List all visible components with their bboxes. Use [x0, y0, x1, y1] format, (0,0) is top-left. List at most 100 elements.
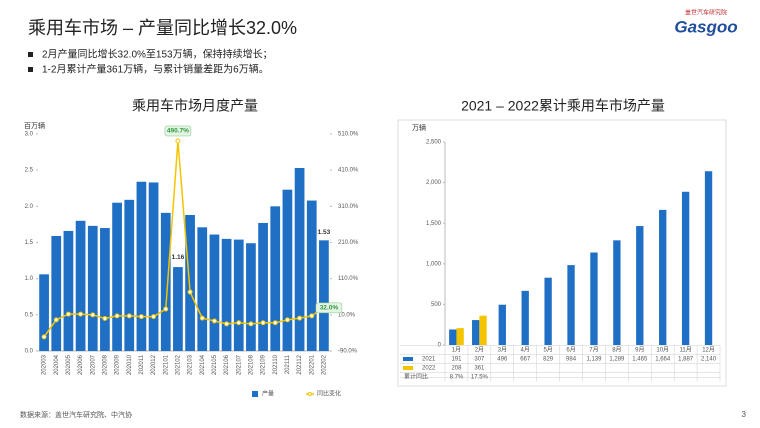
table-cell: 667	[520, 357, 531, 363]
bar	[233, 239, 244, 351]
line-marker	[272, 320, 278, 326]
bar	[87, 225, 98, 351]
bar	[613, 240, 621, 345]
bar	[173, 267, 183, 351]
bullet	[28, 52, 33, 57]
bar	[449, 329, 457, 345]
bar	[51, 235, 62, 351]
y2-tick-label: -90.0%	[338, 349, 358, 355]
logo-sub: 盖世汽车研究院	[685, 9, 727, 17]
x-tick-label: 202101	[163, 354, 169, 375]
legend-swatch	[403, 357, 413, 361]
x-tick-label: 202106	[224, 354, 230, 375]
table-cell: 1,664	[655, 357, 671, 363]
x-tick-label: 202107	[236, 354, 242, 375]
table-cell: 1,465	[632, 357, 648, 363]
x-tick-label: 202102	[175, 354, 181, 375]
legend-label: 2021	[422, 357, 436, 363]
line-marker	[248, 321, 254, 327]
x-tick-label: 202007	[90, 354, 96, 375]
bar	[456, 328, 464, 345]
bar	[148, 182, 159, 351]
x-tick-label: 4月	[521, 347, 530, 354]
line	[43, 140, 325, 338]
table-cell: 1,887	[678, 357, 694, 363]
page-number: 3	[742, 410, 747, 419]
x-tick-label: 202111	[285, 354, 291, 374]
table-cell: 8.7%	[450, 375, 464, 381]
line-marker	[163, 306, 169, 312]
line-marker	[297, 315, 303, 321]
bar	[498, 304, 506, 345]
x-tick-label: 202004	[54, 354, 60, 375]
legend-swatch	[252, 391, 258, 397]
y-axis-label: 万辆	[412, 123, 426, 132]
line-marker	[199, 315, 205, 321]
x-tick-label: 202109	[261, 354, 267, 375]
bar	[160, 212, 171, 351]
line-marker	[175, 138, 181, 144]
bar	[306, 200, 317, 351]
y-tick-label: 2,500	[426, 140, 442, 146]
legend-label: 产量	[262, 390, 274, 398]
y-axis-label: 百万辆	[24, 121, 45, 130]
data-label: 1.53	[318, 229, 331, 236]
y-tick-label: 500	[431, 302, 442, 308]
bar	[659, 209, 667, 345]
table-cell: 1,289	[609, 357, 625, 363]
x-tick-label: 11月	[680, 347, 692, 354]
table-cell: 496	[497, 357, 508, 363]
y-tick-label: 2.0	[25, 204, 34, 210]
table-cell: 361	[474, 366, 485, 372]
bullet	[28, 67, 33, 72]
bar	[479, 315, 487, 345]
line-marker	[90, 312, 96, 318]
logo: Gasgoo	[674, 17, 737, 36]
legend-label: 同比变化	[317, 390, 341, 398]
table-cell: 984	[566, 357, 577, 363]
bar	[63, 230, 74, 351]
legend-swatch	[308, 392, 312, 396]
bullet-text: 1-2月累计产量361万辆，与累计销量差距为6万辆。	[42, 63, 269, 76]
bar	[112, 202, 122, 351]
chart-frame	[397, 119, 727, 387]
y-tick-label: 3.0	[25, 132, 34, 138]
bar	[636, 226, 644, 345]
line-marker	[260, 320, 266, 326]
table-cell: 307	[474, 357, 485, 363]
label-box	[315, 302, 343, 314]
y2-tick-label: 310.0%	[338, 204, 359, 210]
data-label: 32.0%	[320, 305, 339, 312]
bar	[294, 167, 305, 351]
bar	[704, 171, 713, 345]
x-tick-label: 202005	[66, 354, 72, 375]
slide-title: 乘用车市场 – 产量同比增长32.0%	[28, 18, 297, 38]
x-tick-label: 202112	[297, 354, 303, 374]
line-marker	[53, 317, 59, 323]
line-marker	[309, 313, 315, 319]
bar	[100, 228, 110, 351]
x-tick-label: 6月	[566, 347, 575, 354]
x-tick-label: 3月	[498, 347, 507, 354]
bar	[39, 274, 49, 351]
legend-label: 2022	[422, 366, 436, 372]
bar	[521, 290, 529, 345]
source: 数据来源：盖世汽车研究院、中汽协	[20, 410, 132, 419]
y2-tick-label: 10.0%	[338, 312, 356, 318]
x-tick-label: 12月	[702, 347, 715, 354]
x-tick-label: 1月	[452, 347, 461, 354]
bar	[282, 189, 293, 351]
y2-tick-label: 210.0%	[338, 240, 359, 246]
line-marker	[65, 311, 71, 317]
x-tick-label: 9月	[635, 347, 644, 354]
x-tick-label: 202105	[212, 354, 218, 375]
y-tick-label: 0.5	[25, 312, 34, 318]
table-cell: 208	[451, 366, 462, 372]
x-tick-label: 202009	[115, 354, 121, 375]
line-marker	[102, 315, 108, 321]
line-marker	[187, 289, 193, 295]
x-tick-label: 202010	[127, 354, 133, 375]
x-tick-label: 202110	[273, 354, 279, 374]
y-tick-label: 1,000	[426, 261, 442, 267]
table-row-label: 累计同比	[404, 373, 428, 381]
